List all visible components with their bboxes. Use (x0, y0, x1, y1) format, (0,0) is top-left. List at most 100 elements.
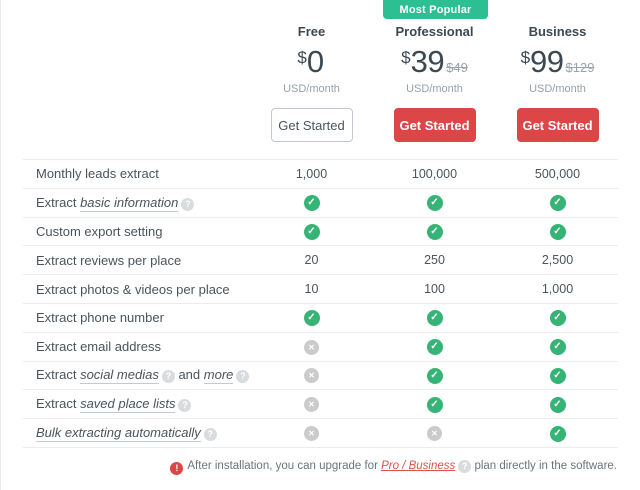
most-popular-badge: Most Popular (383, 0, 488, 19)
feature-value-business: ✓ (496, 194, 619, 212)
feature-label-text: Extract reviews per place (36, 252, 182, 268)
get-started-button-professional[interactable]: Get Started (393, 108, 476, 142)
help-icon[interactable]: ? (236, 370, 250, 384)
feature-label: Extract photos & videos per place (23, 282, 250, 297)
feature-label-text: Extract photos & videos per place (36, 281, 230, 297)
feature-value-professional: 250 (424, 253, 445, 268)
feature-value-free: ✓ (250, 194, 373, 212)
feature-value-professional: ✓ (373, 367, 496, 384)
feature-row: Custom export setting ✓ ✓ ✓ (23, 218, 618, 247)
feature-label-text: Monthly leads extract (36, 166, 159, 182)
check-icon: ✓ (549, 339, 566, 356)
feature-value-business: ✓ (496, 396, 619, 413)
feature-value-professional: ✓ (373, 194, 496, 212)
alert-icon: ! (170, 461, 184, 475)
price-period: USD/month (283, 83, 340, 95)
feature-row: Extract photos & videos per place 10 100 1,… (23, 275, 618, 304)
feature-row: Extract email address ✕ ✓ ✓ (23, 333, 618, 362)
feature-label-text: Bulk extracting automatically (36, 425, 201, 443)
feature-value-business: 2,500 (541, 253, 574, 268)
feature-value-business: ✓ (496, 367, 619, 384)
plan-column-business: Business $99 $129 USD/month Get Started (496, 24, 619, 142)
feature-row: Extract phone number ✓ ✓ ✓ (23, 304, 618, 333)
check-icon: ✓ (426, 396, 443, 413)
get-started-button-business[interactable]: Get Started (516, 108, 599, 142)
cross-icon: ✕ (304, 368, 319, 384)
feature-label-text: saved place lists (80, 396, 176, 414)
check-icon: ✓ (426, 195, 443, 212)
help-icon[interactable]: ? (181, 197, 195, 211)
plan-name: Business (528, 24, 587, 39)
feature-label-text: Extract (36, 194, 81, 210)
check-icon: ✓ (426, 339, 443, 356)
feature-value-professional: 100 (424, 282, 445, 297)
feature-value-free: 20 (304, 253, 319, 268)
currency-symbol: $ (401, 48, 411, 67)
plan-price: $39 $49 (373, 44, 496, 80)
feature-label: Extract reviews per place (23, 253, 250, 268)
feature-value-free: 10 (304, 282, 319, 297)
feature-label-text: more (203, 367, 234, 385)
cross-icon: ✕ (304, 397, 319, 413)
feature-label-text: Extract email address (36, 339, 161, 355)
check-icon: ✓ (549, 223, 566, 240)
plan-name: Professional (395, 24, 474, 39)
plan-column-free: Free $0 USD/month Get Started (250, 24, 373, 142)
feature-value-professional: ✓ (373, 338, 496, 356)
check-icon: ✓ (426, 310, 443, 327)
plan-price: $99 $129 (496, 44, 619, 80)
footer-text-before: After installation, you can upgrade for (187, 459, 382, 472)
feature-label-text: basic information (80, 194, 179, 212)
footer-note: ! After installation, you can upgrade for… (1, 459, 640, 475)
feature-label: Extract saved place lists? (23, 396, 250, 414)
help-icon[interactable]: ? (178, 399, 192, 413)
plan-name: Free (297, 24, 326, 39)
feature-value-professional: ✕ (373, 425, 496, 442)
feature-row: Monthly leads extract 1,000 100,000 500,000 (23, 160, 618, 189)
plans-header: Free $0 USD/month Get Started Profession… (23, 0, 618, 142)
feature-label-text: Extract (36, 396, 81, 412)
price-period: USD/month (529, 83, 586, 95)
feature-value-business: ✓ (496, 309, 619, 327)
feature-label-text: Extract phone number (36, 310, 164, 326)
footer-text-after: plan directly in the software. (471, 459, 617, 472)
check-icon: ✓ (426, 367, 443, 384)
price-amount: 39 (410, 44, 445, 79)
cross-icon: ✕ (427, 426, 442, 442)
feature-value-professional: ✓ (373, 223, 496, 240)
plan-column-professional: Professional $39 $49 USD/month Get Starte… (373, 24, 496, 142)
feature-value-business: ✓ (496, 425, 619, 442)
help-icon[interactable]: ? (203, 428, 217, 442)
feature-value-business: ✓ (496, 223, 619, 240)
feature-value-business: ✓ (496, 338, 619, 356)
feature-table: Monthly leads extract 1,000 100,000 500,000… (23, 159, 618, 448)
feature-label-text: Extract (36, 367, 81, 383)
feature-value-professional: ✓ (373, 309, 496, 327)
feature-label-text: and (174, 367, 204, 383)
feature-value-professional: ✓ (373, 396, 496, 413)
cross-icon: ✕ (304, 339, 319, 355)
check-icon: ✓ (303, 195, 320, 212)
feature-row: Bulk extracting automatically? ✕ ✕ ✓ (23, 419, 618, 448)
check-icon: ✓ (549, 195, 566, 212)
help-icon[interactable]: ? (161, 370, 175, 384)
header-spacer (23, 24, 250, 142)
feature-label: Monthly leads extract (23, 166, 250, 181)
feature-label: Extract social medias? and more? (23, 367, 250, 385)
feature-label: Bulk extracting automatically? (23, 425, 250, 443)
feature-value-business: 500,000 (534, 166, 581, 181)
get-started-button-free[interactable]: Get Started (270, 108, 353, 142)
check-icon: ✓ (549, 396, 566, 413)
feature-value-free: ✕ (250, 425, 373, 442)
cross-icon: ✕ (304, 426, 319, 442)
feature-row: Extract saved place lists? ✕ ✓ ✓ (23, 390, 619, 420)
footer-upgrade-link[interactable]: Pro / Business (381, 459, 456, 472)
plan-price: $0 (250, 44, 373, 80)
feature-label: Extract email address (23, 339, 250, 354)
feature-label: Extract phone number (23, 310, 250, 325)
feature-value-free: ✓ (250, 309, 373, 327)
help-icon[interactable]: ? (458, 459, 472, 473)
old-price: $49 (446, 60, 468, 75)
feature-value-business: 1,000 (541, 282, 574, 297)
